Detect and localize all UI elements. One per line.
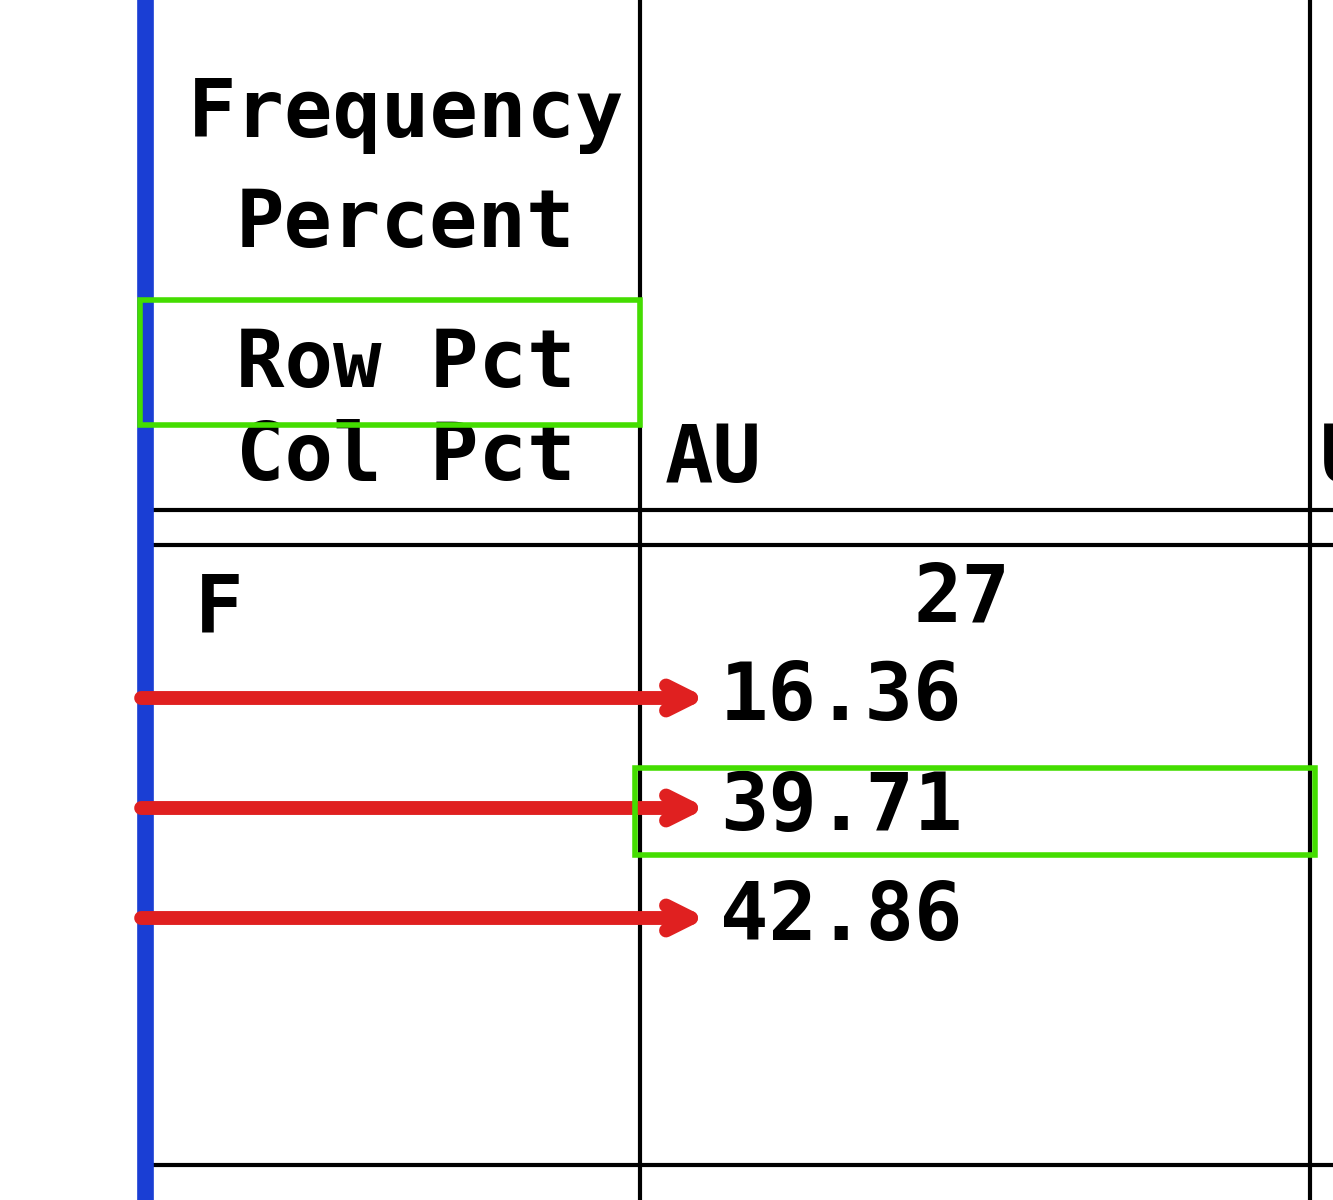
Text: Frequency: Frequency [188,76,624,154]
Text: 16.36: 16.36 [720,659,962,737]
Text: Row Pct: Row Pct [236,326,576,404]
Text: 42.86: 42.86 [720,878,962,958]
Text: Percent: Percent [236,186,576,264]
Text: 27: 27 [913,560,1010,638]
Bar [140,300,640,425]
Bar [635,768,1314,854]
Text: AU: AU [665,421,762,499]
Text: F: F [195,571,244,649]
Text: Col Pct: Col Pct [236,419,576,497]
Text: 39.71: 39.71 [720,769,962,847]
Text: U: U [1320,421,1333,499]
